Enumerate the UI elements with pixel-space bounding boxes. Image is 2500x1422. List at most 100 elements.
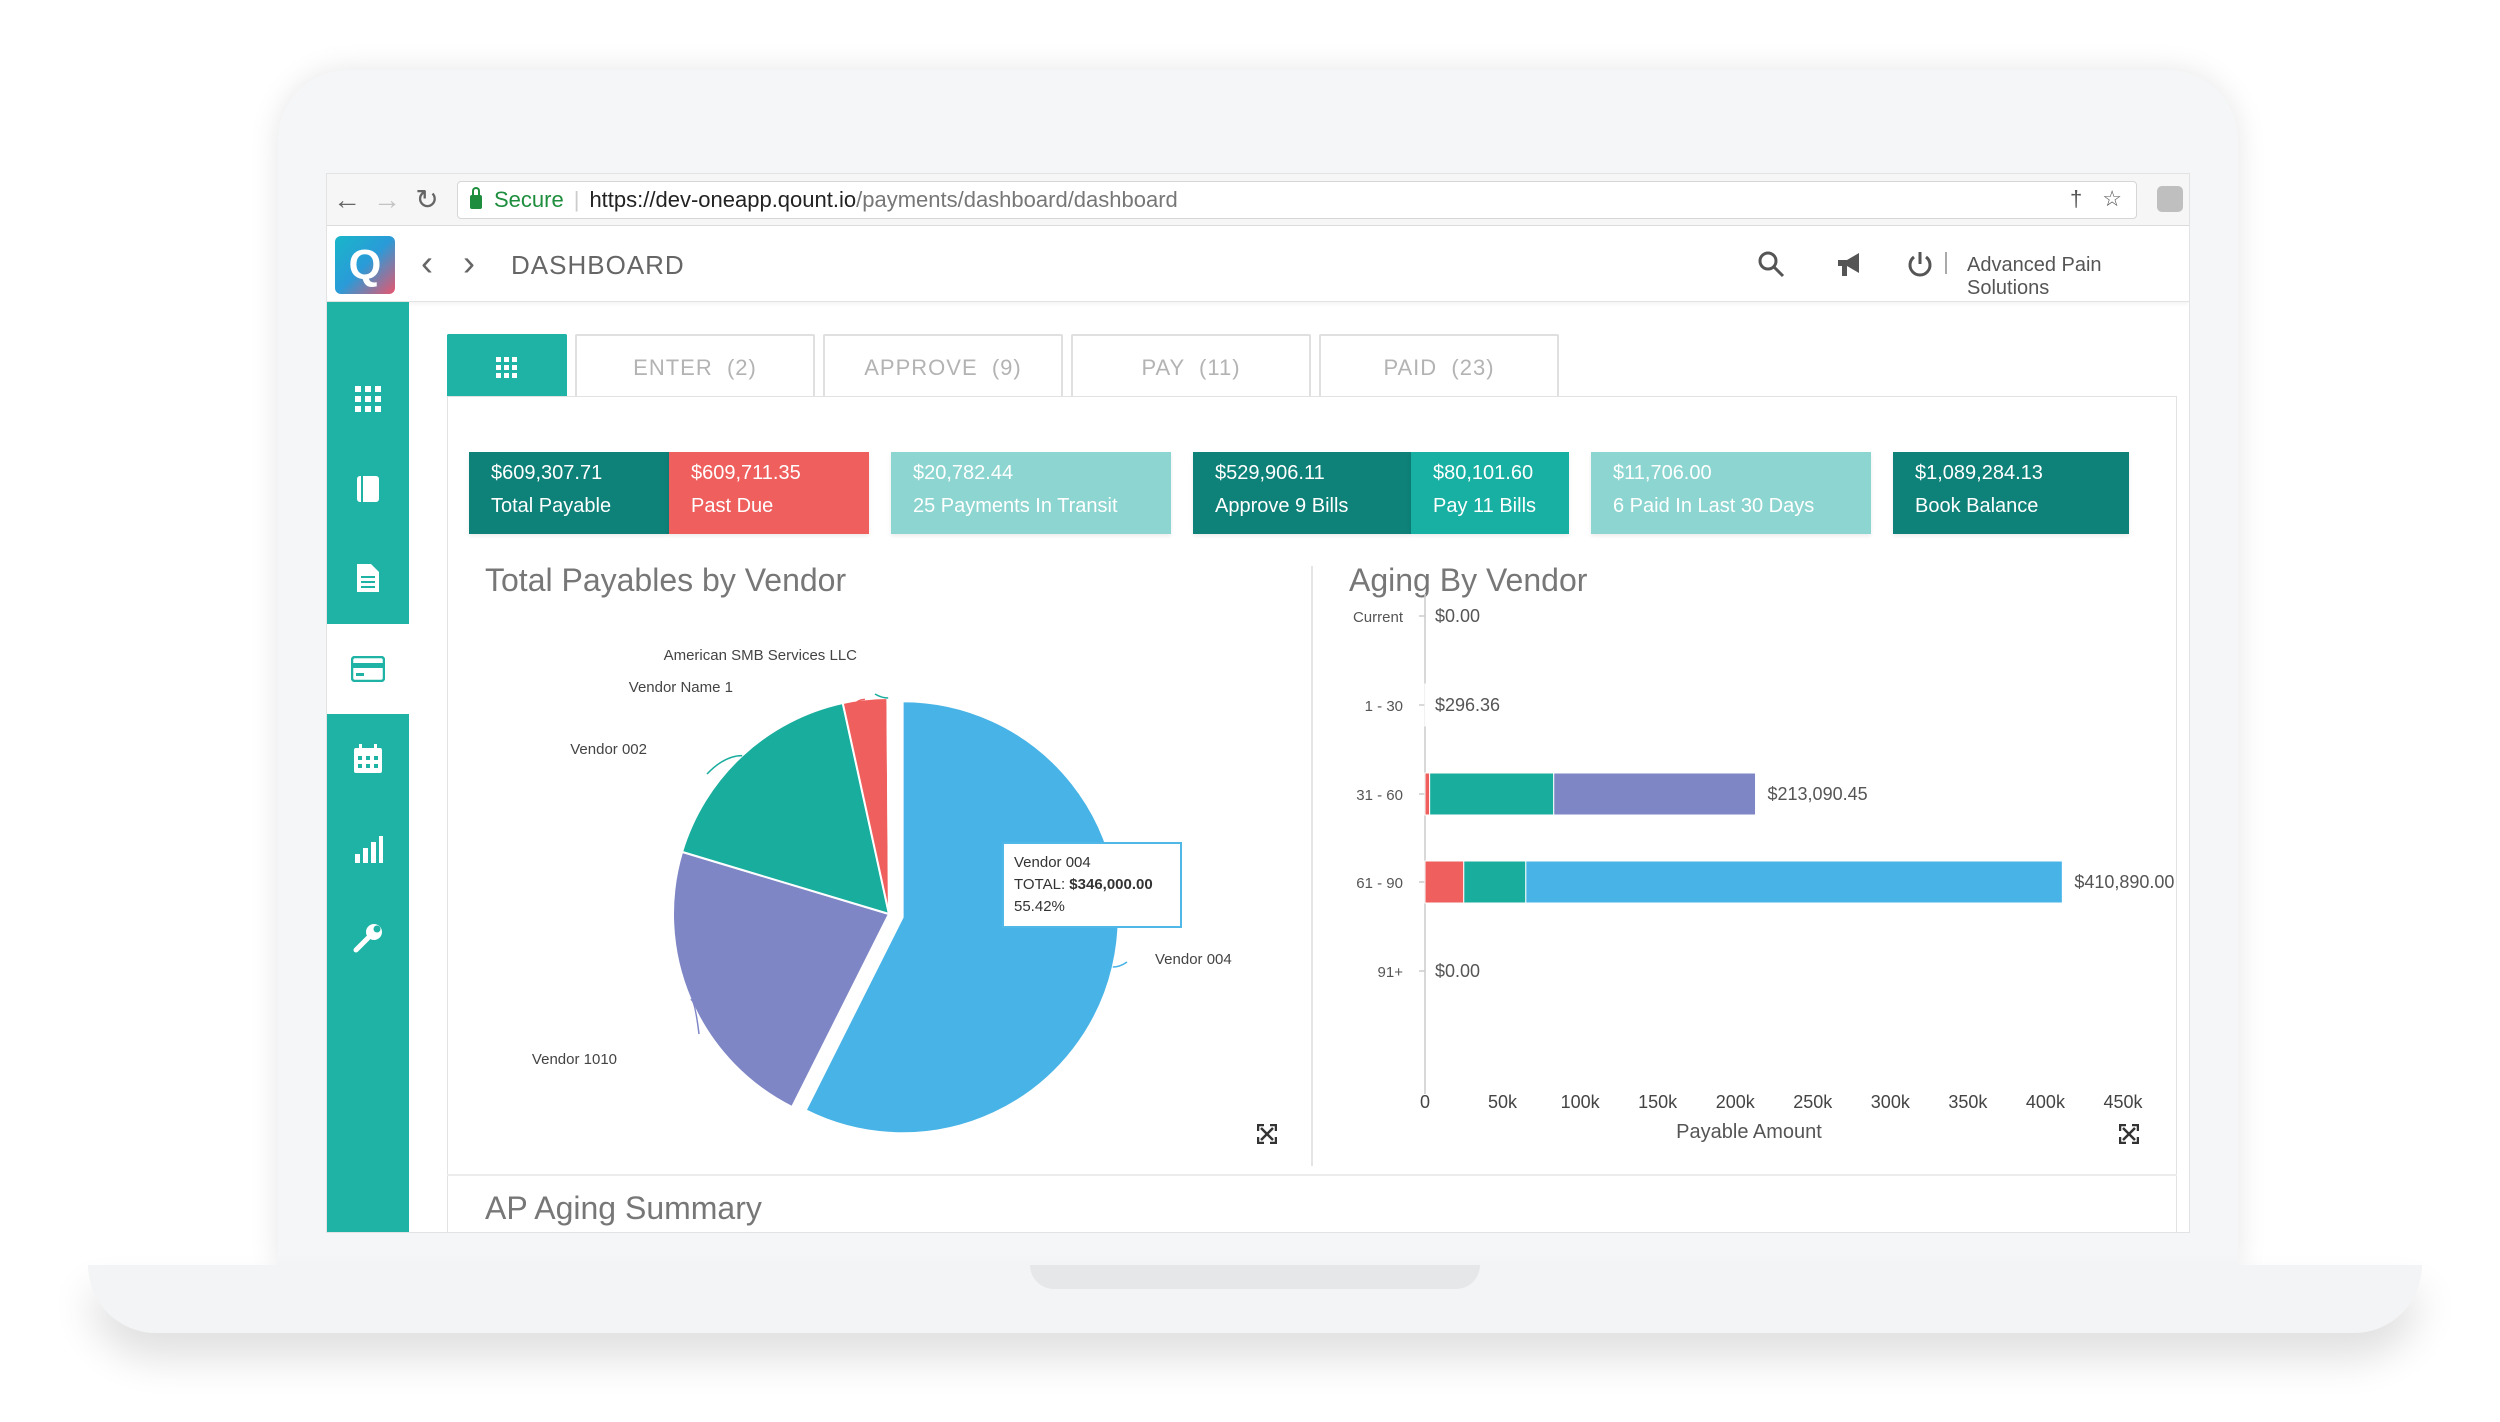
tile-label: Book Balance — [1915, 495, 2039, 517]
bar-category-label: 31 - 60 — [1356, 787, 1403, 804]
browser-toolbar: ← → ↻ Secure | https:// dev-oneapp.qount… — [327, 174, 2189, 226]
tile-paid-last-30-days[interactable]: $11,706.00 6 Paid In Last 30 Days — [1591, 452, 1871, 534]
forward-arrow-icon[interactable]: → — [373, 183, 401, 215]
tile-book-balance[interactable]: $1,089,284.13 Book Balance — [1893, 452, 2129, 534]
url-separator: | — [573, 187, 580, 212]
bar-value-label: $0.00 — [1435, 606, 1480, 626]
company-name[interactable]: Advanced Pain Solutions — [1967, 254, 2102, 299]
lock-icon — [470, 187, 482, 209]
pie-tooltip: Vendor 004 TOTAL: $346,000.00 55.42% — [1002, 842, 1182, 928]
page-title: DASHBOARD — [511, 250, 685, 280]
laptop-notch — [1030, 1265, 1480, 1289]
bar-x-tick-label: 150k — [1638, 1092, 1678, 1112]
bar-value-label: $0.00 — [1435, 961, 1480, 981]
bar-value-label: $410,890.00 — [2074, 872, 2174, 892]
qount-logo[interactable]: Q — [335, 236, 395, 294]
tile-approve-bills[interactable]: $529,906.11 Approve 9 Bills — [1193, 452, 1411, 534]
bar-x-tick-label: 50k — [1488, 1092, 1518, 1112]
sidebar — [327, 302, 409, 1232]
bar-segment — [1525, 860, 2063, 904]
pie-chart-title: Total Payables by Vendor — [485, 562, 847, 598]
tile-amount: $1,089,284.13 — [1915, 462, 2043, 484]
header-separator — [1945, 252, 1947, 274]
bar-value-label: $213,090.45 — [1768, 784, 1868, 804]
tile-label: Approve 9 Bills — [1215, 495, 1349, 517]
tab-pay[interactable]: PAY (11) — [1071, 334, 1311, 398]
tile-amount: $609,711.35 — [691, 462, 801, 484]
address-bar[interactable]: Secure | https:// dev-oneapp.qount.io /p… — [457, 181, 2137, 219]
pie-leader-line — [1112, 961, 1128, 968]
expand-pie-icon[interactable] — [1257, 1124, 1277, 1144]
megaphone-icon[interactable] — [1835, 250, 1865, 280]
bar-category-label: Current — [1353, 609, 1404, 626]
tab-overview[interactable] — [447, 334, 567, 398]
book-icon — [357, 476, 379, 502]
tooltip-total-prefix: TOTAL: — [1014, 876, 1070, 893]
tile-amount: $80,101.60 — [1433, 462, 1534, 484]
sidebar-item-apps[interactable] — [327, 354, 409, 444]
sidebar-item-payments[interactable] — [327, 624, 409, 714]
pie-label: Vendor 002 — [570, 741, 647, 758]
bookmark-star-icon[interactable]: ☆ — [2102, 186, 2122, 211]
tile-total-payable[interactable]: $609,307.71 Total Payable — [469, 452, 669, 534]
tab-bar: ENTER (2) APPROVE (9) PAY (11) PAID (23) — [447, 334, 1567, 398]
tile-label: Total Payable — [491, 495, 612, 517]
search-icon[interactable] — [1757, 250, 1785, 278]
bar-segment — [1424, 860, 1465, 904]
bar-x-tick-label: 450k — [2103, 1092, 2143, 1112]
key-icon[interactable]: † — [2070, 186, 2083, 211]
pie-label: Vendor Name 1 — [629, 679, 733, 696]
screen: ← → ↻ Secure | https:// dev-oneapp.qount… — [326, 173, 2190, 1233]
bar-x-tick-label: 250k — [1793, 1092, 1833, 1112]
section-divider — [447, 1174, 2177, 1176]
charts-layer: Vendor 004 Vendor 1010 Vendor 002 Vendor Na… — [532, 594, 2174, 1143]
sidebar-item-books[interactable] — [327, 444, 409, 534]
bar-x-tick-label: 0 — [1420, 1092, 1430, 1112]
document-icon — [357, 564, 379, 592]
url-host: dev-oneapp.qount.io — [655, 187, 857, 212]
bar-segment — [1424, 772, 1431, 816]
bar-category-label: 1 - 30 — [1365, 698, 1403, 715]
bar-segment — [1553, 772, 1757, 816]
sidebar-item-reports[interactable] — [327, 804, 409, 894]
credit-card-icon — [350, 655, 386, 683]
tab-enter[interactable]: ENTER (2) — [575, 334, 815, 398]
bar-segment — [1463, 860, 1527, 904]
bar-category-label: 61 - 90 — [1356, 875, 1403, 892]
sidebar-item-documents[interactable] — [327, 534, 409, 624]
extension-icon[interactable] — [2157, 186, 2183, 212]
bar-x-tick-label: 400k — [2026, 1092, 2066, 1112]
back-arrow-icon[interactable]: ← — [333, 183, 361, 215]
tile-label: 6 Paid In Last 30 Days — [1613, 495, 1815, 517]
calendar-icon — [354, 744, 382, 773]
chevron-right-icon[interactable]: › — [463, 242, 475, 283]
tile-pay-bills[interactable]: $80,101.60 Pay 11 Bills — [1411, 452, 1569, 534]
bar-x-axis-title: Payable Amount — [1676, 1121, 1822, 1143]
tooltip-percent: 55.42% — [1014, 898, 1065, 915]
bar-segment — [1429, 772, 1555, 816]
aging-summary-title: AP Aging Summary — [485, 1190, 762, 1226]
secure-label: Secure — [494, 187, 564, 212]
reload-icon[interactable]: ↻ — [415, 183, 439, 215]
grid-icon — [355, 386, 381, 412]
tile-past-due[interactable]: $609,711.35 Past Due — [669, 452, 869, 534]
tile-amount: $609,307.71 — [491, 462, 603, 484]
sidebar-item-settings[interactable] — [327, 894, 409, 984]
chevron-left-icon[interactable]: ‹ — [421, 242, 433, 283]
sidebar-item-calendar[interactable] — [327, 714, 409, 804]
bar-category-label: 91+ — [1378, 964, 1404, 981]
expand-bar-icon[interactable] — [2119, 1124, 2139, 1144]
tile-label: Past Due — [691, 495, 774, 517]
grid-icon — [496, 357, 517, 378]
pie-label: Vendor 1010 — [532, 1051, 617, 1068]
tile-amount: $529,906.11 — [1215, 462, 1325, 484]
tab-paid[interactable]: PAID (23) — [1319, 334, 1559, 398]
tooltip-vendor: Vendor 004 — [1014, 854, 1091, 871]
bar-x-tick-label: 350k — [1948, 1092, 1988, 1112]
tile-payments-in-transit[interactable]: $20,782.44 25 Payments In Transit — [891, 452, 1171, 534]
bar-x-tick-label: 200k — [1716, 1092, 1756, 1112]
bar-chart-icon — [355, 836, 383, 863]
pie-leader-line — [690, 998, 700, 1035]
tab-approve[interactable]: APPROVE (9) — [823, 334, 1063, 398]
power-icon[interactable] — [1905, 250, 1935, 280]
